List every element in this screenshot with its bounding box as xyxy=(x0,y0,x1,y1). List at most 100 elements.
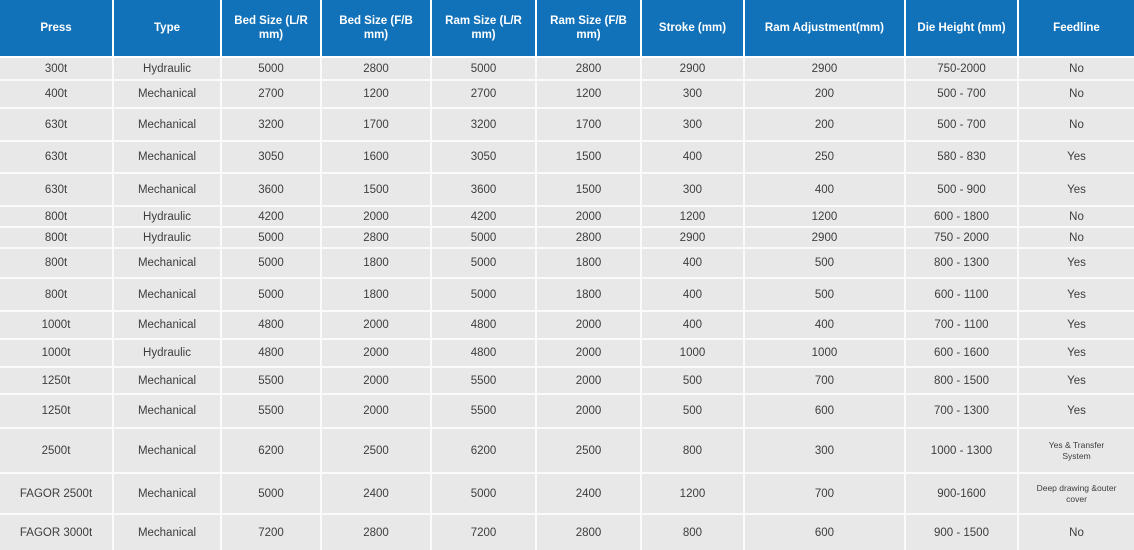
cell-ram-size-f-b-mm: 1500 xyxy=(535,140,642,174)
cell-ram-adjustment-mm: 1200 xyxy=(742,205,906,228)
table-row: 400t Mechanical 2700 1200 2700 1200 300 200 500 … xyxy=(0,79,1134,109)
table-row: FAGOR 3000t Mechanical 7200 2800 7200 2800 800… xyxy=(0,513,1134,550)
cell-bed-size-l-r-mm: 7200 xyxy=(219,513,323,550)
cell-feedline: Yes xyxy=(1017,338,1134,368)
table-row: 800t Mechanical 5000 1800 5000 1800 400 500 800 … xyxy=(0,247,1134,279)
cell-stroke-mm: 500 xyxy=(640,393,745,429)
cell-stroke-mm: 400 xyxy=(640,247,745,279)
column-header-ram-size-l-r-mm: Ram Size (L/R mm) xyxy=(430,0,537,58)
cell-bed-size-f-b-mm: 1800 xyxy=(320,247,432,279)
table-row: 1000t Mechanical 4800 2000 4800 2000 400 400 700… xyxy=(0,310,1134,340)
cell-bed-size-l-r-mm: 5000 xyxy=(219,277,323,312)
cell-bed-size-l-r-mm: 5000 xyxy=(219,56,323,81)
cell-ram-size-l-r-mm: 3600 xyxy=(430,172,537,207)
cell-type: Hydraulic xyxy=(112,226,222,249)
cell-bed-size-f-b-mm: 2000 xyxy=(320,310,432,340)
cell-ram-size-f-b-mm: 2000 xyxy=(535,366,642,395)
cell-ram-size-f-b-mm: 2800 xyxy=(535,226,642,249)
cell-type: Mechanical xyxy=(112,393,222,429)
cell-ram-adjustment-mm: 200 xyxy=(742,79,906,109)
cell-die-height-mm: 1000 - 1300 xyxy=(903,427,1020,474)
cell-die-height-mm: 700 - 1100 xyxy=(903,310,1020,340)
cell-press: 1250t xyxy=(0,393,115,429)
column-header-stroke-mm: Stroke (mm) xyxy=(640,0,745,58)
cell-die-height-mm: 600 - 1800 xyxy=(903,205,1020,228)
cell-bed-size-f-b-mm: 2000 xyxy=(320,366,432,395)
cell-stroke-mm: 400 xyxy=(640,140,745,174)
cell-type: Mechanical xyxy=(112,310,222,340)
column-header-ram-size-f-b-mm: Ram Size (F/B mm) xyxy=(535,0,642,58)
cell-ram-adjustment-mm: 200 xyxy=(742,107,906,142)
cell-bed-size-l-r-mm: 5000 xyxy=(219,226,323,249)
cell-bed-size-f-b-mm: 1700 xyxy=(320,107,432,142)
table-row: 1250t Mechanical 5500 2000 5500 2000 500 600 700… xyxy=(0,393,1134,429)
cell-die-height-mm: 580 - 830 xyxy=(903,140,1020,174)
cell-bed-size-f-b-mm: 2000 xyxy=(320,205,432,228)
cell-press: 1250t xyxy=(0,366,115,395)
cell-stroke-mm: 1200 xyxy=(640,472,745,515)
table-row: 800t Hydraulic 4200 2000 4200 2000 1200 1200 600… xyxy=(0,205,1134,228)
cell-bed-size-f-b-mm: 1800 xyxy=(320,277,432,312)
cell-press: FAGOR 3000t xyxy=(0,513,115,550)
cell-feedline: Deep drawing &outer cover xyxy=(1017,472,1134,515)
cell-type: Mechanical xyxy=(112,277,222,312)
cell-stroke-mm: 2900 xyxy=(640,226,745,249)
table-row: 2500t Mechanical 6200 2500 6200 2500 800 300 100… xyxy=(0,427,1134,474)
cell-feedline: Yes xyxy=(1017,393,1134,429)
cell-die-height-mm: 750 - 2000 xyxy=(903,226,1020,249)
cell-ram-adjustment-mm: 2900 xyxy=(742,56,906,81)
cell-stroke-mm: 400 xyxy=(640,310,745,340)
cell-bed-size-l-r-mm: 6200 xyxy=(219,427,323,474)
column-header-bed-size-l-r-mm: Bed Size (L/R mm) xyxy=(219,0,323,58)
cell-press: 800t xyxy=(0,205,115,228)
cell-bed-size-f-b-mm: 2500 xyxy=(320,427,432,474)
table-row: 630t Mechanical 3600 1500 3600 1500 300 400 500 … xyxy=(0,172,1134,207)
cell-ram-adjustment-mm: 2900 xyxy=(742,226,906,249)
cell-die-height-mm: 800 - 1500 xyxy=(903,366,1020,395)
cell-type: Mechanical xyxy=(112,472,222,515)
cell-feedline: Yes xyxy=(1017,140,1134,174)
cell-ram-size-l-r-mm: 3200 xyxy=(430,107,537,142)
cell-bed-size-l-r-mm: 2700 xyxy=(219,79,323,109)
table-row: 1000t Hydraulic 4800 2000 4800 2000 1000 1000 60… xyxy=(0,338,1134,368)
column-header-bed-size-f-b-mm: Bed Size (F/B mm) xyxy=(320,0,432,58)
cell-feedline: No xyxy=(1017,56,1134,81)
cell-ram-size-l-r-mm: 4200 xyxy=(430,205,537,228)
cell-stroke-mm: 2900 xyxy=(640,56,745,81)
cell-type: Mechanical xyxy=(112,79,222,109)
cell-type: Hydraulic xyxy=(112,338,222,368)
cell-feedline: No xyxy=(1017,226,1134,249)
table-row: 630t Mechanical 3200 1700 3200 1700 300 200 500 … xyxy=(0,107,1134,142)
cell-stroke-mm: 300 xyxy=(640,172,745,207)
cell-bed-size-l-r-mm: 5000 xyxy=(219,472,323,515)
cell-press: 800t xyxy=(0,226,115,249)
cell-ram-adjustment-mm: 300 xyxy=(742,427,906,474)
cell-feedline: Yes & Transfer System xyxy=(1017,427,1134,474)
cell-stroke-mm: 800 xyxy=(640,513,745,550)
cell-stroke-mm: 400 xyxy=(640,277,745,312)
cell-feedline: No xyxy=(1017,205,1134,228)
cell-type: Mechanical xyxy=(112,107,222,142)
cell-ram-size-f-b-mm: 1700 xyxy=(535,107,642,142)
cell-press: 400t xyxy=(0,79,115,109)
cell-ram-size-l-r-mm: 5500 xyxy=(430,366,537,395)
cell-type: Mechanical xyxy=(112,247,222,279)
cell-die-height-mm: 700 - 1300 xyxy=(903,393,1020,429)
cell-type: Mechanical xyxy=(112,140,222,174)
cell-ram-size-l-r-mm: 5000 xyxy=(430,56,537,81)
cell-ram-size-f-b-mm: 2000 xyxy=(535,393,642,429)
cell-bed-size-f-b-mm: 2400 xyxy=(320,472,432,515)
cell-feedline: Yes xyxy=(1017,366,1134,395)
cell-feedline: Yes xyxy=(1017,172,1134,207)
cell-press: 800t xyxy=(0,247,115,279)
cell-bed-size-l-r-mm: 5000 xyxy=(219,247,323,279)
cell-press: 800t xyxy=(0,277,115,312)
cell-type: Mechanical xyxy=(112,172,222,207)
cell-ram-size-f-b-mm: 2000 xyxy=(535,205,642,228)
cell-press: 630t xyxy=(0,140,115,174)
cell-bed-size-f-b-mm: 2800 xyxy=(320,56,432,81)
cell-type: Hydraulic xyxy=(112,205,222,228)
cell-ram-size-l-r-mm: 5000 xyxy=(430,226,537,249)
cell-bed-size-l-r-mm: 3050 xyxy=(219,140,323,174)
